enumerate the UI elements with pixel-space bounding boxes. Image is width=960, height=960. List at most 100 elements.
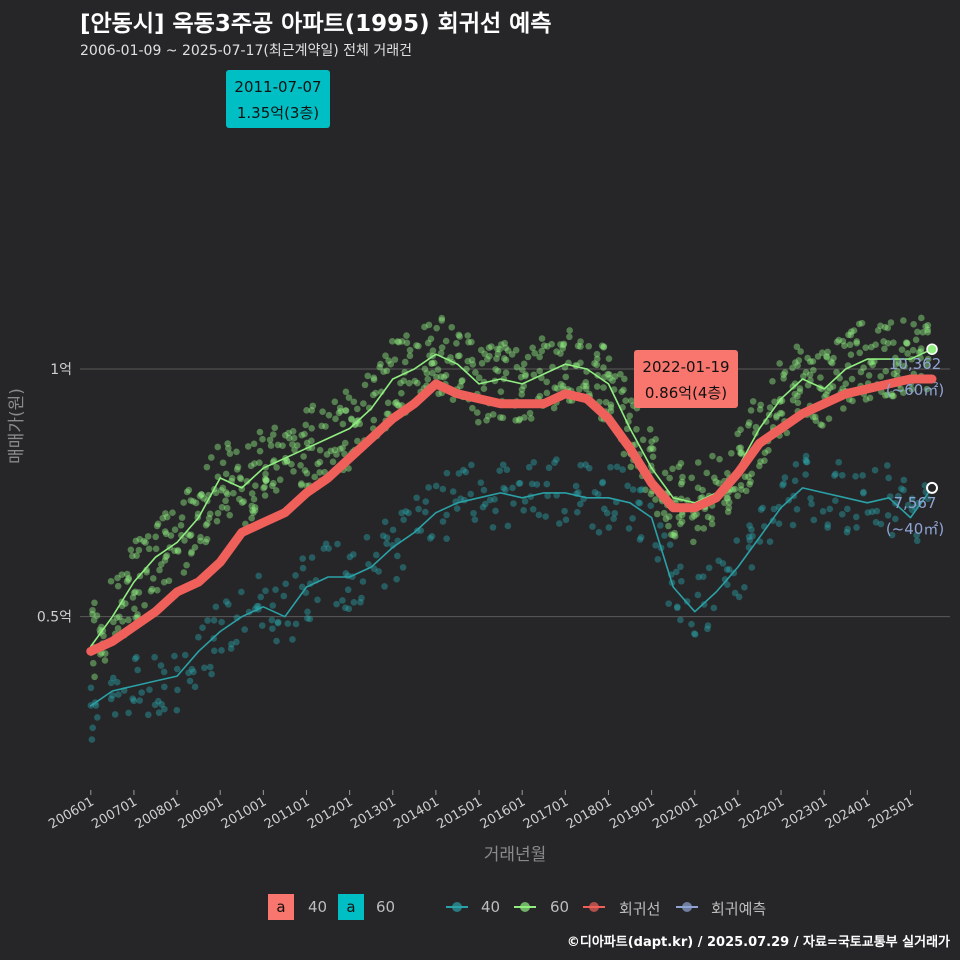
transaction-point (218, 618, 225, 626)
transaction-point (693, 510, 700, 518)
transaction-point (678, 577, 685, 585)
transaction-point (118, 571, 126, 578)
transaction-point (877, 322, 884, 330)
series-line-60 (90, 348, 933, 648)
transaction-point (521, 414, 528, 421)
transaction-point (762, 418, 770, 425)
transaction-point (309, 402, 317, 410)
transaction-point (604, 370, 612, 378)
transaction-point (551, 384, 559, 392)
x-tick-label: 201501 (435, 794, 485, 832)
transaction-point (369, 391, 377, 399)
transaction-point (129, 695, 137, 702)
transaction-point (268, 616, 276, 624)
transaction-point (414, 379, 421, 387)
transaction-point (923, 385, 931, 393)
x-tick-label: 200601 (46, 794, 96, 832)
transaction-point (554, 385, 561, 392)
transaction-point (183, 561, 190, 569)
transaction-point (272, 487, 280, 494)
transaction-point (675, 463, 683, 471)
transaction-point (533, 481, 541, 488)
transaction-point (839, 337, 847, 345)
transaction-point (824, 521, 832, 528)
transaction-point (677, 616, 684, 624)
annotation-value: 0.86억(4층) (645, 384, 727, 402)
transaction-point (319, 408, 326, 415)
transaction-point (262, 477, 270, 484)
transaction-point (481, 350, 488, 358)
transaction-point (877, 373, 884, 380)
transaction-point (536, 392, 544, 400)
transaction-point (823, 353, 831, 361)
transaction-point (621, 375, 628, 383)
transaction-point (605, 355, 613, 362)
transaction-point (406, 346, 414, 354)
transaction-point (453, 340, 460, 347)
transaction-point (599, 479, 606, 487)
transaction-point (737, 426, 744, 433)
transaction-point (251, 504, 259, 511)
transaction-point (734, 430, 742, 438)
transaction-point (469, 361, 477, 368)
transaction-point (226, 511, 234, 519)
transaction-point (819, 508, 827, 515)
transaction-point (157, 561, 165, 568)
transaction-point (723, 494, 731, 502)
transaction-point (908, 506, 916, 514)
transaction-point (646, 426, 654, 433)
transaction-point (806, 371, 814, 379)
transaction-point (181, 651, 189, 659)
transaction-point (171, 652, 178, 660)
x-tick-label: 201801 (564, 794, 614, 832)
transaction-point (551, 459, 558, 466)
transaction-point (383, 410, 391, 418)
transaction-point (443, 511, 450, 519)
transaction-point (331, 446, 339, 454)
transaction-point (731, 485, 739, 493)
transaction-point (673, 604, 681, 612)
transaction-point (481, 500, 489, 508)
transaction-point (281, 458, 289, 466)
transaction-point (297, 461, 304, 469)
transaction-point (435, 390, 442, 398)
transaction-point (263, 476, 270, 484)
transaction-point (847, 331, 855, 339)
transaction-point (923, 362, 931, 369)
transaction-point (421, 323, 428, 331)
transaction-point (781, 474, 789, 481)
transaction-point (611, 509, 619, 517)
transaction-point (576, 385, 583, 393)
transaction-point (733, 537, 741, 544)
transaction-point (393, 575, 400, 583)
transaction-point (135, 589, 143, 596)
transaction-point (648, 444, 655, 452)
transaction-point (827, 358, 835, 365)
transaction-point (332, 415, 339, 423)
transaction-point (303, 469, 311, 477)
transaction-point (724, 508, 732, 516)
transaction-point (817, 374, 824, 381)
transaction-point (637, 534, 645, 541)
transaction-point (258, 622, 266, 629)
transaction-point (855, 320, 863, 328)
transaction-point (802, 458, 810, 466)
transaction-point (486, 352, 493, 360)
transaction-point (779, 481, 786, 489)
transaction-point (607, 407, 615, 415)
transaction-point (865, 372, 873, 379)
transaction-point (843, 528, 851, 536)
transaction-point (200, 495, 207, 502)
transaction-point (123, 578, 131, 585)
transaction-point (540, 342, 548, 349)
transaction-point (735, 444, 743, 452)
transaction-point (153, 522, 161, 530)
transaction-point (467, 490, 474, 498)
transaction-point (577, 343, 584, 350)
transaction-point (162, 510, 169, 517)
transaction-point (503, 466, 511, 474)
transaction-point (197, 533, 204, 541)
transaction-point (163, 513, 171, 521)
series-end-marker-40 (926, 481, 939, 494)
transaction-point (626, 412, 634, 420)
